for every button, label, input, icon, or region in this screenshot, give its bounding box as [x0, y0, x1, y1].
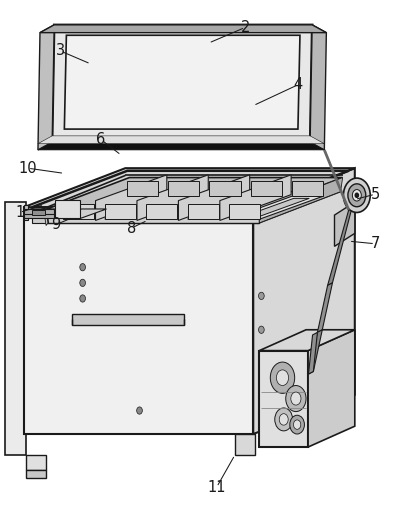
Polygon shape [259, 330, 355, 351]
Circle shape [275, 408, 293, 431]
Polygon shape [64, 35, 300, 129]
Circle shape [80, 264, 85, 271]
Polygon shape [38, 136, 324, 144]
Polygon shape [220, 175, 291, 221]
Polygon shape [38, 142, 324, 150]
Polygon shape [48, 192, 341, 223]
Polygon shape [63, 196, 158, 219]
Polygon shape [209, 181, 240, 196]
Polygon shape [77, 199, 144, 217]
Circle shape [290, 415, 304, 434]
Text: 11: 11 [207, 479, 226, 495]
Circle shape [294, 420, 301, 429]
Text: 6: 6 [96, 132, 106, 147]
Text: 5: 5 [371, 187, 380, 202]
Polygon shape [26, 455, 46, 471]
Polygon shape [308, 332, 317, 374]
Polygon shape [168, 181, 199, 196]
Polygon shape [160, 199, 227, 217]
Circle shape [276, 370, 289, 386]
Polygon shape [46, 210, 259, 223]
Polygon shape [335, 202, 355, 246]
Polygon shape [229, 204, 260, 219]
Circle shape [286, 386, 306, 411]
Text: 8: 8 [127, 221, 136, 236]
Polygon shape [46, 178, 343, 210]
Text: 3: 3 [56, 43, 65, 58]
Circle shape [258, 326, 264, 333]
Text: 9: 9 [52, 217, 61, 232]
Text: 4: 4 [293, 77, 303, 92]
Polygon shape [188, 204, 219, 219]
Circle shape [291, 392, 301, 405]
Polygon shape [251, 181, 282, 196]
Polygon shape [259, 178, 343, 223]
Polygon shape [24, 205, 28, 220]
Polygon shape [38, 25, 54, 150]
Polygon shape [146, 204, 177, 219]
Polygon shape [317, 283, 333, 332]
Polygon shape [24, 209, 54, 217]
Polygon shape [5, 202, 26, 455]
Polygon shape [56, 209, 106, 219]
Polygon shape [52, 25, 312, 142]
Polygon shape [310, 25, 326, 150]
Polygon shape [32, 171, 349, 208]
Polygon shape [40, 25, 326, 32]
Polygon shape [253, 168, 355, 434]
Polygon shape [96, 175, 167, 221]
Circle shape [355, 193, 358, 198]
Polygon shape [119, 199, 185, 217]
Polygon shape [308, 330, 322, 374]
Circle shape [344, 178, 370, 213]
Polygon shape [235, 434, 255, 455]
Circle shape [258, 292, 264, 300]
Polygon shape [32, 210, 45, 215]
Polygon shape [56, 200, 80, 219]
Polygon shape [188, 196, 282, 219]
Polygon shape [26, 471, 46, 478]
Polygon shape [32, 210, 259, 223]
Polygon shape [24, 208, 253, 434]
Circle shape [348, 184, 366, 207]
Circle shape [270, 362, 294, 394]
Circle shape [353, 190, 361, 201]
Polygon shape [259, 351, 308, 447]
Polygon shape [127, 181, 158, 196]
Polygon shape [44, 210, 48, 225]
Polygon shape [178, 175, 249, 221]
Text: 7: 7 [371, 236, 380, 251]
Polygon shape [63, 204, 94, 219]
Circle shape [80, 279, 85, 287]
Circle shape [279, 413, 288, 425]
Polygon shape [72, 314, 184, 324]
Polygon shape [105, 196, 199, 219]
Circle shape [80, 295, 85, 302]
Polygon shape [308, 330, 355, 447]
Polygon shape [202, 199, 268, 217]
Polygon shape [146, 196, 240, 219]
Polygon shape [137, 175, 208, 221]
Polygon shape [243, 199, 309, 217]
Circle shape [137, 407, 142, 414]
Polygon shape [328, 205, 353, 286]
Polygon shape [229, 196, 324, 219]
Text: 2: 2 [240, 20, 250, 35]
Polygon shape [105, 204, 136, 219]
Polygon shape [292, 181, 324, 196]
Text: 10: 10 [18, 161, 37, 176]
Text: 1: 1 [15, 205, 24, 220]
Polygon shape [24, 168, 355, 208]
